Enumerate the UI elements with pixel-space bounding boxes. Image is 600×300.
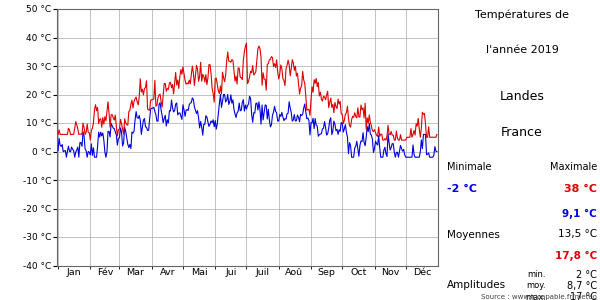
Text: 17,8 °C: 17,8 °C [555, 250, 597, 261]
Text: 2 °C: 2 °C [576, 270, 597, 280]
Text: Minimale: Minimale [447, 162, 491, 172]
Text: Moyennes: Moyennes [447, 230, 500, 239]
Text: min.: min. [527, 270, 546, 279]
Text: l'année 2019: l'année 2019 [485, 45, 559, 55]
Text: moy.: moy. [526, 280, 546, 290]
Text: Source : www.incapable.fr/meteo: Source : www.incapable.fr/meteo [481, 294, 597, 300]
Text: Maximale: Maximale [550, 162, 597, 172]
Text: 8,7 °C: 8,7 °C [567, 280, 597, 290]
Text: max.: max. [525, 292, 546, 300]
Text: Températures de: Températures de [475, 9, 569, 20]
Text: 38 °C: 38 °C [564, 184, 597, 194]
Text: 13,5 °C: 13,5 °C [558, 230, 597, 239]
Text: Amplitudes: Amplitudes [447, 280, 506, 290]
Text: France: France [501, 126, 543, 139]
Text: 9,1 °C: 9,1 °C [562, 208, 597, 219]
Text: -2 °C: -2 °C [447, 184, 477, 194]
Text: Landes: Landes [500, 90, 544, 103]
Text: 17 °C: 17 °C [570, 292, 597, 300]
